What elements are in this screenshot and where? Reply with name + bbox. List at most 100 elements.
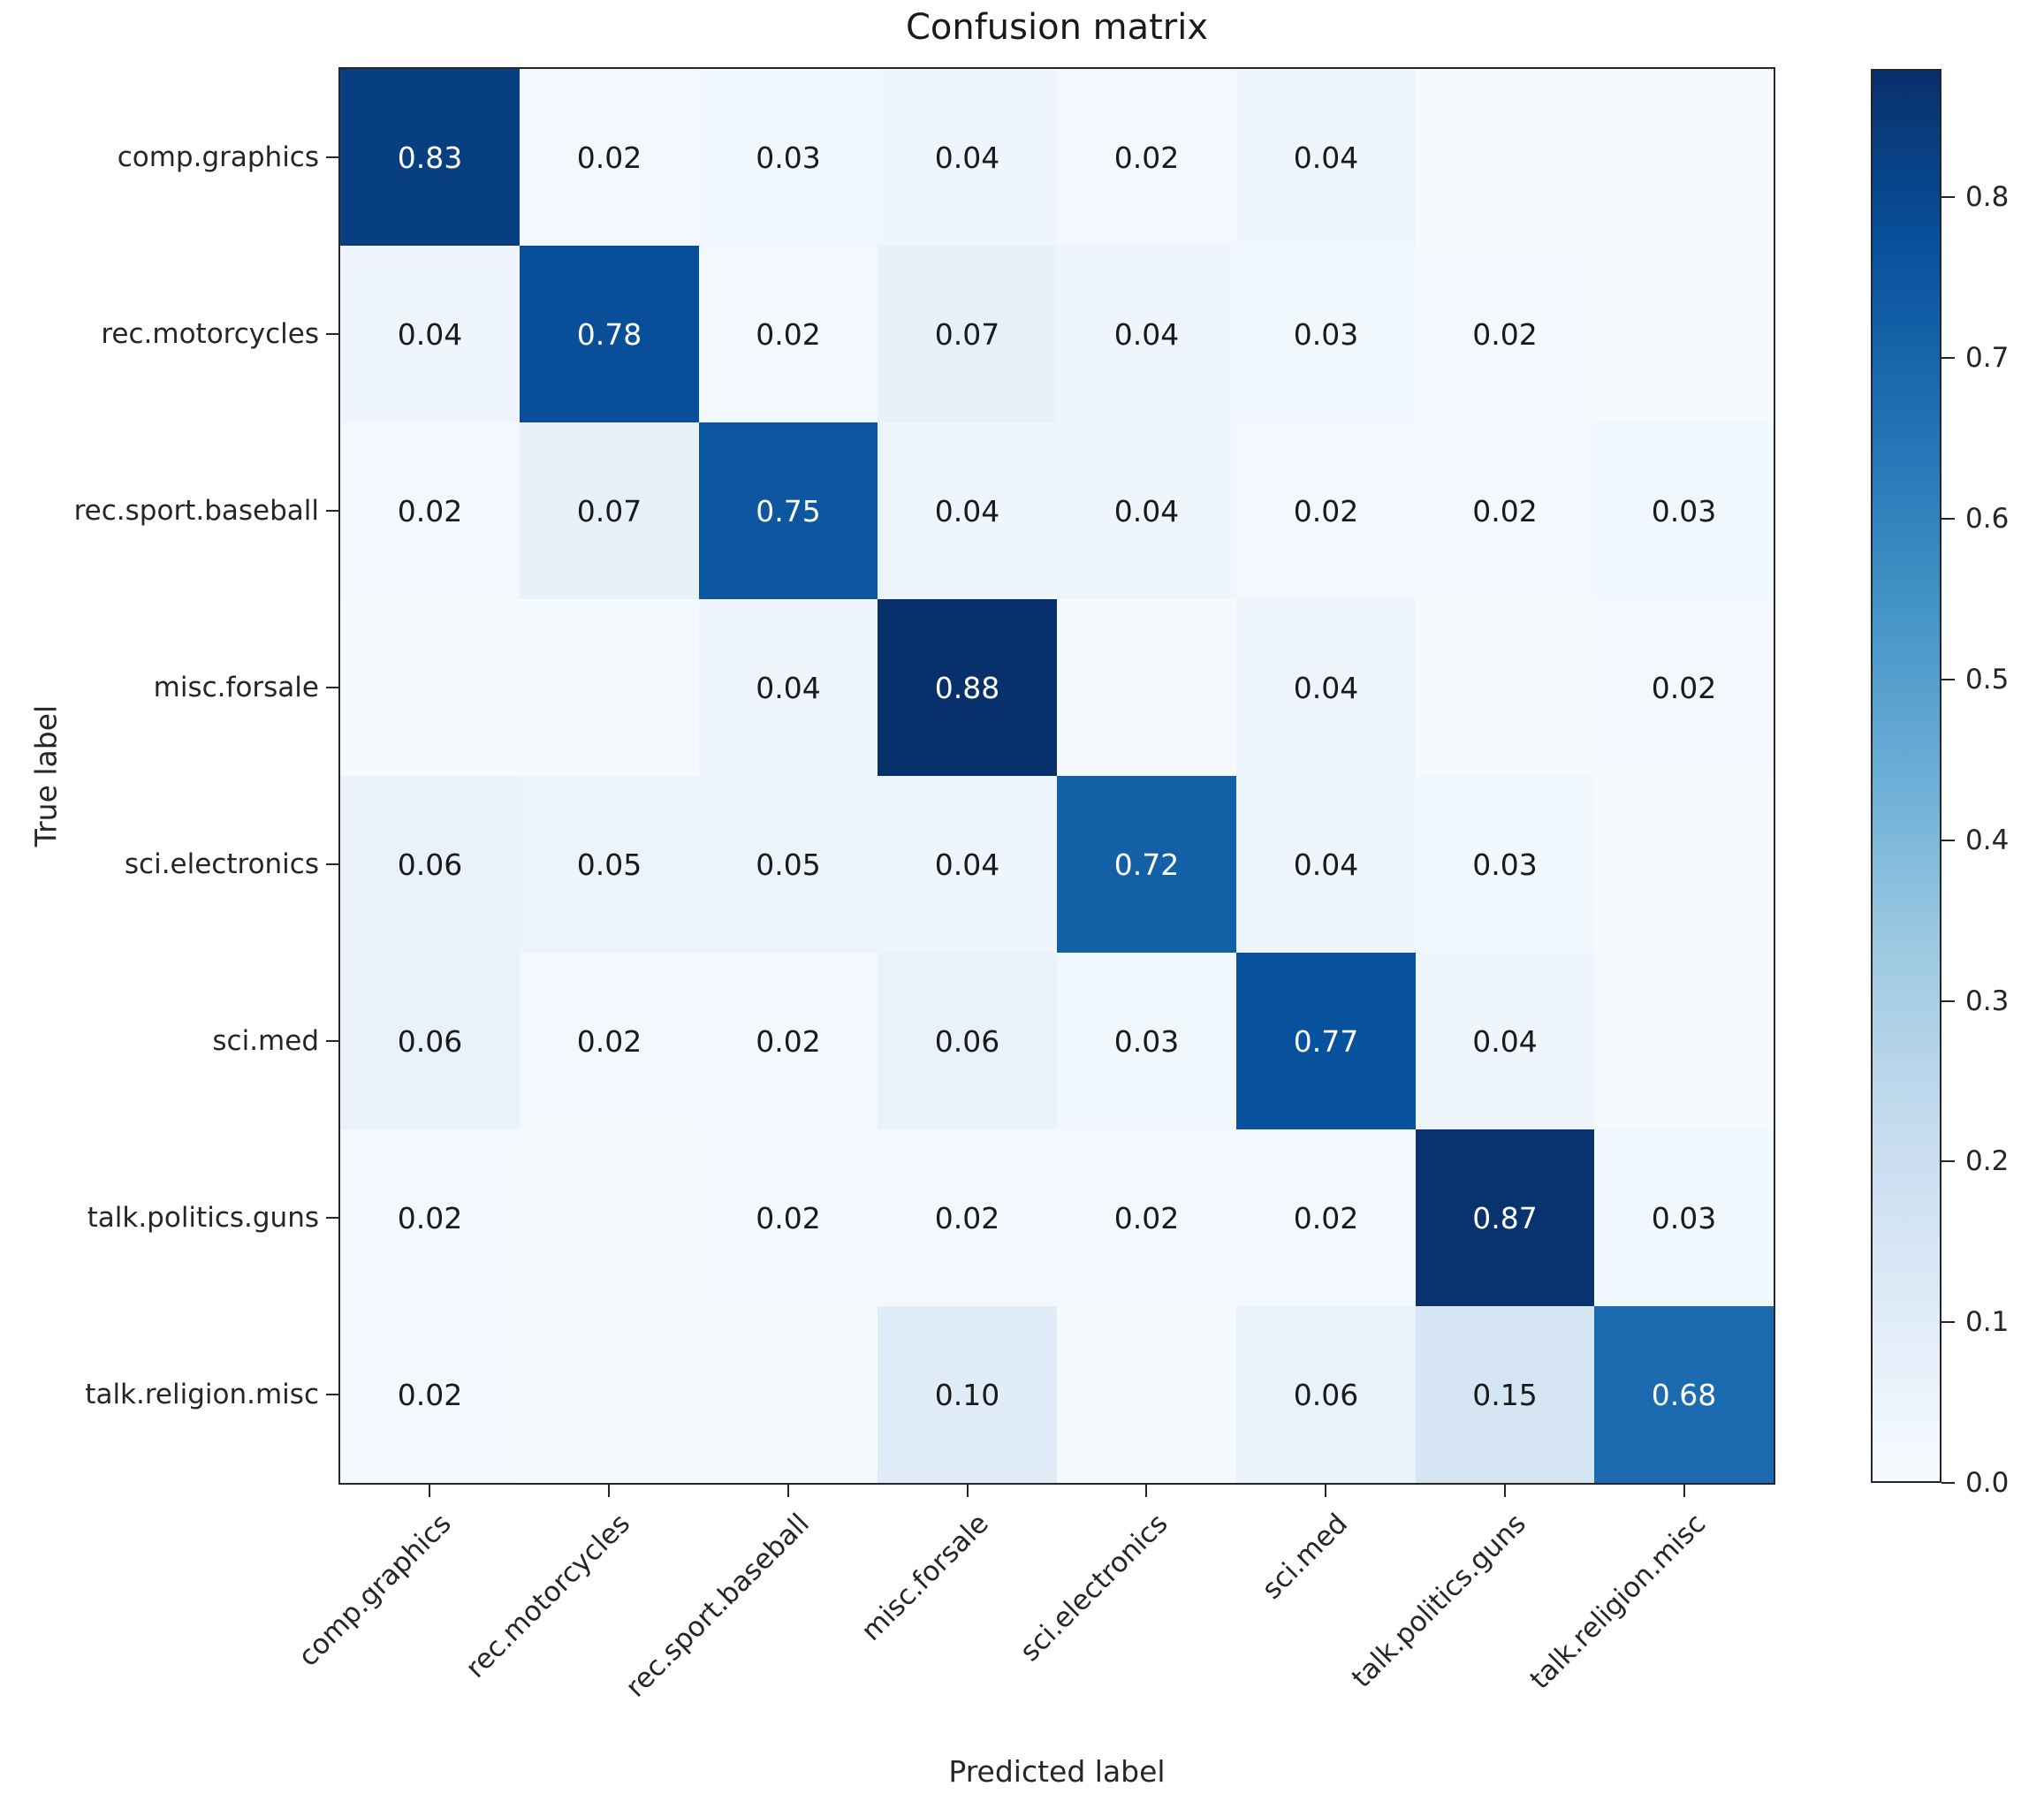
heatmap-cell: 0.04 [1236, 776, 1416, 953]
colorbar-tick-mark [1941, 357, 1955, 360]
x-tick-label: rec.motorcycles [460, 1508, 637, 1684]
heatmap-cell: 0.02 [1236, 422, 1416, 599]
heatmap-cell: 0.02 [340, 1129, 520, 1306]
heatmap-cell: 0.02 [878, 1129, 1057, 1306]
y-tick-label: sci.med [212, 1025, 319, 1057]
heatmap-cell [520, 1306, 699, 1483]
y-tick-mark [326, 687, 338, 688]
heatmap-cell: 0.88 [878, 599, 1057, 776]
heatmap-cell: 0.06 [340, 776, 520, 953]
colorbar-tick-label: 0.3 [1965, 984, 2010, 1017]
x-tick-label: rec.sport.baseball [619, 1508, 817, 1704]
x-axis-label: Predicted label [948, 1754, 1166, 1789]
heatmap-cell: 0.03 [1057, 953, 1236, 1129]
colorbar-tick-label: 0.1 [1965, 1306, 2010, 1339]
heatmap-cell [1057, 599, 1236, 776]
heatmap-cell: 0.04 [1057, 422, 1236, 599]
x-tick-mark [1325, 1485, 1327, 1497]
chart-title: Confusion matrix [905, 7, 1209, 48]
heatmap-cell: 0.04 [878, 776, 1057, 953]
heatmap-cell: 0.04 [1416, 953, 1594, 1129]
heatmap-cell [520, 599, 699, 776]
colorbar-tick-mark [1941, 1160, 1955, 1163]
x-tick-label: misc.forsale [855, 1508, 996, 1647]
y-tick-mark [326, 1040, 338, 1042]
heatmap-cell: 0.03 [699, 69, 878, 246]
y-axis-label: True label [28, 704, 64, 847]
heatmap-cell: 0.04 [878, 69, 1057, 246]
heatmap-cell: 0.03 [1416, 776, 1594, 953]
y-tick-label: rec.sport.baseball [73, 495, 319, 527]
y-tick-mark [326, 1394, 338, 1395]
heatmap-cell: 0.03 [1594, 1129, 1774, 1306]
y-tick-mark [326, 156, 338, 158]
heatmap-cell: 0.06 [340, 953, 520, 1129]
heatmap-cell [1416, 69, 1594, 246]
y-tick-label: rec.motorcycles [101, 318, 319, 350]
heatmap-cell: 0.02 [520, 953, 699, 1129]
x-tick-mark [429, 1485, 431, 1497]
heatmap-cell [1594, 246, 1774, 422]
heatmap-cell: 0.07 [878, 246, 1057, 422]
heatmap-cell: 0.83 [340, 69, 520, 246]
heatmap-cell: 0.68 [1594, 1306, 1774, 1483]
x-tick-mark [1145, 1485, 1148, 1497]
x-tick-mark [966, 1485, 969, 1497]
colorbar [1871, 69, 1941, 1483]
heatmap-cell: 0.75 [699, 422, 878, 599]
heatmap-cell: 0.07 [520, 422, 699, 599]
heatmap-cell: 0.04 [699, 599, 878, 776]
x-tick-label: talk.politics.guns [1346, 1508, 1533, 1694]
colorbar-tick-mark [1941, 678, 1955, 680]
heatmap-cell: 0.02 [699, 246, 878, 422]
heatmap-cell: 0.02 [520, 69, 699, 246]
x-tick-label: sci.med [1255, 1508, 1354, 1606]
heatmap-cell: 0.06 [878, 953, 1057, 1129]
y-tick-mark [326, 863, 338, 865]
heatmap-cell: 0.02 [1057, 1129, 1236, 1306]
x-tick-mark [1683, 1485, 1685, 1497]
heatmap-cell [1594, 69, 1774, 246]
heatmap-cell: 0.77 [1236, 953, 1416, 1129]
x-tick-mark [786, 1485, 789, 1497]
colorbar-tick-mark [1941, 1321, 1955, 1324]
y-tick-mark [326, 1217, 338, 1219]
heatmap-cell [340, 599, 520, 776]
heatmap-cell [1416, 599, 1594, 776]
x-tick-label: comp.graphics [292, 1508, 458, 1673]
heatmap-cell: 0.15 [1416, 1306, 1594, 1483]
heatmap-cell: 0.03 [1236, 246, 1416, 422]
heatmap-cell: 0.02 [699, 953, 878, 1129]
heatmap-cell: 0.02 [340, 422, 520, 599]
heatmap-cell: 0.02 [1416, 422, 1594, 599]
heatmap-cell: 0.02 [1057, 69, 1236, 246]
x-tick-mark [1503, 1485, 1506, 1497]
heatmap-cell: 0.05 [699, 776, 878, 953]
heatmap-cell: 0.72 [1057, 776, 1236, 953]
colorbar-tick-label: 0.4 [1965, 824, 2010, 856]
heatmap-cell: 0.04 [1236, 69, 1416, 246]
y-tick-mark [326, 510, 338, 512]
y-tick-label: talk.religion.misc [85, 1379, 319, 1410]
heatmap-cell: 0.10 [878, 1306, 1057, 1483]
heatmap-plot: 0.83 0.02 0.03 0.04 0.02 0.04 0.04 0.78 0.02 0.07… [338, 67, 1775, 1485]
heatmap-cell: 0.02 [1416, 246, 1594, 422]
heatmap-cell [1594, 953, 1774, 1129]
colorbar-tick-mark [1941, 518, 1955, 521]
heatmap-cell: 0.04 [878, 422, 1057, 599]
colorbar-tick-mark [1941, 1482, 1955, 1484]
heatmap-cell [1594, 776, 1774, 953]
colorbar-tick-label: 0.2 [1965, 1145, 2010, 1178]
y-tick-label: sci.electronics [124, 848, 319, 880]
colorbar-tick-label: 0.7 [1965, 342, 2010, 375]
x-tick-label: talk.religion.misc [1524, 1508, 1713, 1696]
colorbar-tick-label: 0.0 [1965, 1467, 2010, 1499]
y-tick-label: misc.forsale [153, 672, 319, 703]
heatmap-cell: 0.02 [1236, 1129, 1416, 1306]
heatmap-cell [1057, 1306, 1236, 1483]
heatmap-cell: 0.04 [1236, 599, 1416, 776]
heatmap-cell: 0.87 [1416, 1129, 1594, 1306]
colorbar-tick-label: 0.5 [1965, 663, 2010, 695]
heatmap-cell: 0.02 [1594, 599, 1774, 776]
